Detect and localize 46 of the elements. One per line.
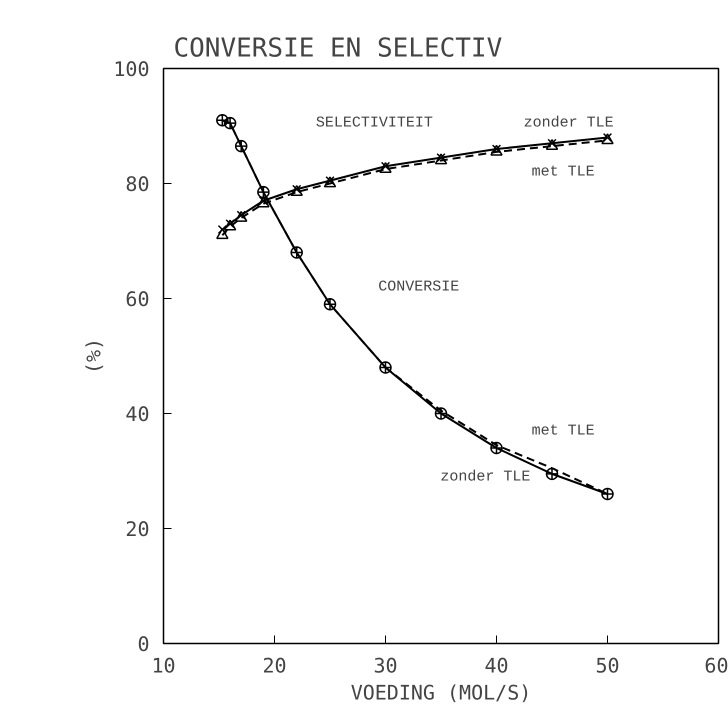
y-tick-label: 0 <box>137 632 150 656</box>
point <box>224 116 236 130</box>
point <box>290 246 303 259</box>
y-tick-label: 80 <box>125 172 150 196</box>
y-tick-label: 20 <box>125 517 150 541</box>
point <box>292 184 302 194</box>
point <box>234 140 248 152</box>
point <box>257 186 270 198</box>
x-tick-label: 50 <box>595 654 620 678</box>
point <box>547 138 557 148</box>
y-tick-label: 60 <box>125 287 150 311</box>
point <box>546 139 558 150</box>
chart-title: CONVERSIE EN SELECTIV <box>174 34 502 64</box>
point <box>236 210 246 220</box>
point <box>224 220 236 231</box>
x-tick-label: 60 <box>704 654 728 678</box>
point <box>379 162 392 174</box>
y-tick-label: 100 <box>113 57 150 81</box>
point <box>218 224 227 234</box>
annotation: zonder TLE <box>524 114 614 132</box>
point <box>216 228 229 240</box>
point <box>434 407 448 420</box>
point <box>216 114 229 126</box>
x-tick-label: 20 <box>262 654 287 678</box>
y-tick-label: 40 <box>125 402 150 426</box>
annotation: met TLE <box>532 422 595 440</box>
annotation: zonder TLE <box>440 468 530 486</box>
x-tick-label: 10 <box>151 654 176 678</box>
point <box>379 361 392 374</box>
x-axis-title: VOEDING (MOL/S) <box>350 680 532 704</box>
point <box>290 185 303 196</box>
point <box>324 298 336 310</box>
annotation: met TLE <box>532 164 595 180</box>
point <box>601 488 614 500</box>
annotation: SELECTIVITEIT <box>316 114 433 132</box>
y-axis-title: (%) <box>81 338 106 374</box>
annotation: CONVERSIE <box>378 278 460 296</box>
point <box>225 219 235 228</box>
x-tick-label: 30 <box>373 654 398 678</box>
point <box>490 442 503 454</box>
point <box>234 210 248 222</box>
point <box>258 196 268 206</box>
point <box>257 196 270 208</box>
point <box>546 468 558 480</box>
point <box>380 162 390 171</box>
x-tick-label: 40 <box>484 654 509 678</box>
